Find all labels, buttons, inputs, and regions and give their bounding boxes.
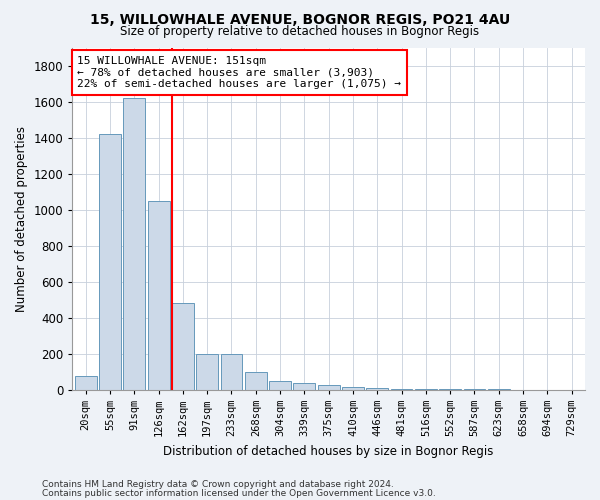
Bar — [415, 389, 437, 390]
Text: Contains HM Land Registry data © Crown copyright and database right 2024.: Contains HM Land Registry data © Crown c… — [42, 480, 394, 489]
Bar — [99, 134, 121, 390]
Bar — [367, 388, 388, 390]
Bar — [245, 372, 267, 390]
Bar — [196, 354, 218, 390]
X-axis label: Distribution of detached houses by size in Bognor Regis: Distribution of detached houses by size … — [163, 444, 494, 458]
Text: 15 WILLOWHALE AVENUE: 151sqm
← 78% of detached houses are smaller (3,903)
22% of: 15 WILLOWHALE AVENUE: 151sqm ← 78% of de… — [77, 56, 401, 90]
Text: Contains public sector information licensed under the Open Government Licence v3: Contains public sector information licen… — [42, 488, 436, 498]
Bar — [269, 380, 291, 390]
Bar — [124, 98, 145, 390]
Bar — [221, 354, 242, 390]
Bar — [148, 200, 170, 390]
Bar — [75, 376, 97, 390]
Y-axis label: Number of detached properties: Number of detached properties — [15, 126, 28, 312]
Bar — [318, 385, 340, 390]
Bar — [342, 387, 364, 390]
Text: 15, WILLOWHALE AVENUE, BOGNOR REGIS, PO21 4AU: 15, WILLOWHALE AVENUE, BOGNOR REGIS, PO2… — [90, 12, 510, 26]
Bar — [293, 384, 316, 390]
Text: Size of property relative to detached houses in Bognor Regis: Size of property relative to detached ho… — [121, 25, 479, 38]
Bar — [172, 303, 194, 390]
Bar — [391, 388, 412, 390]
